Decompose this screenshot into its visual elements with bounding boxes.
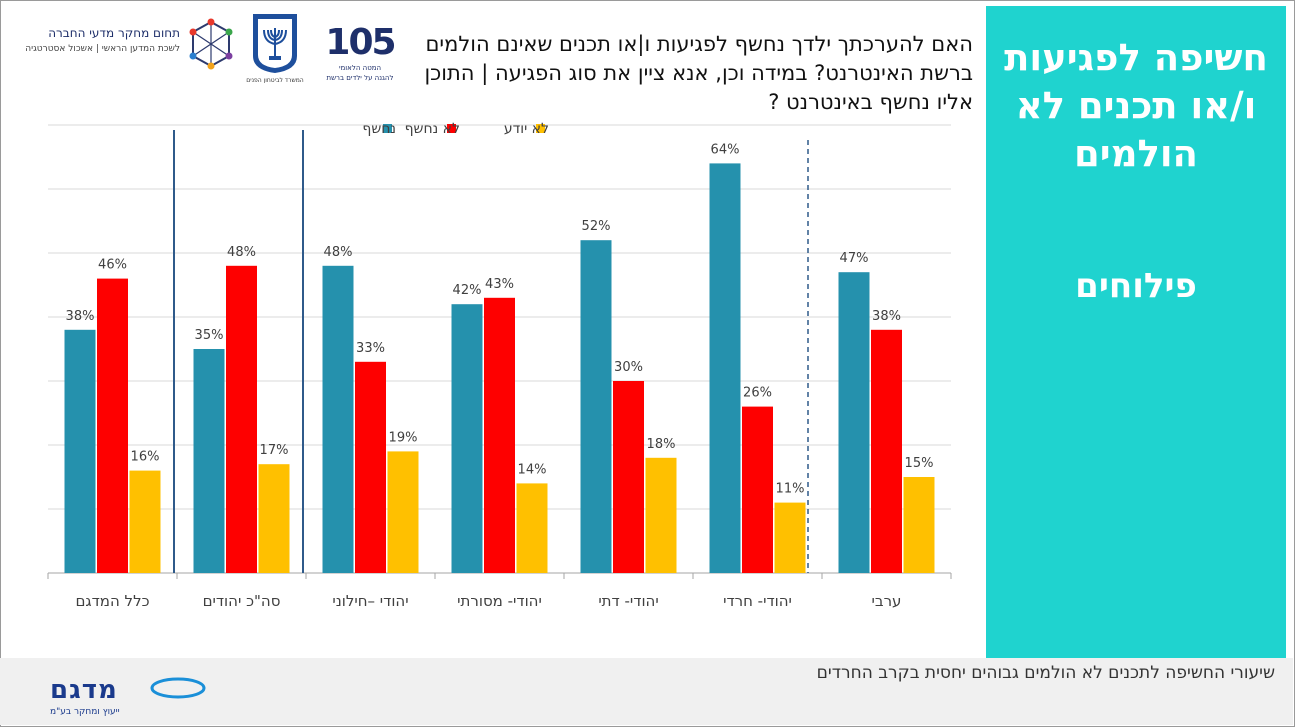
data-label: 42% xyxy=(453,283,482,298)
data-label: 33% xyxy=(356,341,385,356)
research-unit-sub: לשכת המדען הראשי | אשכול אסטרטגיה xyxy=(25,44,180,54)
bar xyxy=(903,477,935,573)
bar xyxy=(355,361,386,573)
bar-chart: 38% 46% 16% כלל המדגם 35% 48% 17% סה"כ יהודים 48… xyxy=(47,121,952,610)
madgam-logo-text: מדגם xyxy=(50,675,118,705)
bar xyxy=(838,272,870,573)
bar xyxy=(516,483,548,573)
bar xyxy=(742,406,773,573)
data-label: 17% xyxy=(260,443,289,458)
program-line1: המטה הלאומי xyxy=(338,64,382,72)
x-tick-label: יהודי –חילוני xyxy=(332,592,408,610)
x-tick-label: ערבי xyxy=(872,592,902,610)
research-unit-logo: תחום מחקר מדעי החברה לשכת המדען הראשי | … xyxy=(20,26,180,54)
bar xyxy=(580,240,612,573)
data-label: 15% xyxy=(905,456,934,471)
state-emblem-icon xyxy=(253,14,297,73)
survey-question: האם להערכתך ילדך נחשף לפגיעות ו|או תכנים… xyxy=(424,32,973,114)
data-label: 48% xyxy=(227,245,256,260)
program-105-logo: 105 המטה הלאומי להגנה על ילדים ברשת xyxy=(320,24,400,86)
bar xyxy=(97,278,128,573)
madgam-logo-icon: מדגם ייעוץ ומחקר בע"מ xyxy=(50,675,206,717)
legend-swatch xyxy=(447,124,456,133)
legend-swatch xyxy=(536,124,545,133)
legend-label: לא יודע xyxy=(504,121,549,137)
bar xyxy=(129,470,161,573)
data-label: 38% xyxy=(66,309,95,324)
data-label: 26% xyxy=(743,386,772,401)
data-label: 43% xyxy=(485,277,514,292)
x-tick-label: יהודי- דתי xyxy=(598,592,658,610)
research-unit-name: תחום מחקר מדעי החברה xyxy=(48,26,180,40)
data-label: 46% xyxy=(98,258,127,273)
footer-caption: שיעורי החשיפה לתכנים לא הולמים גבוהים יח… xyxy=(816,663,1275,683)
data-label: 52% xyxy=(582,219,611,234)
sidebar-subtitle: פילוחים xyxy=(1075,266,1197,306)
sidebar-title: חשיפה לפגיעות ו/או תכנים לא הולמים xyxy=(1004,36,1268,175)
legend-label: לא נחשף xyxy=(405,121,460,137)
data-label: 14% xyxy=(518,462,547,477)
x-tick-label: יהודי- מסורתי xyxy=(457,592,542,610)
network-logo-icon xyxy=(189,18,233,70)
x-tick-label: סה"כ יהודים xyxy=(203,592,281,610)
program-number: 105 xyxy=(325,22,396,63)
data-label: 16% xyxy=(131,450,160,465)
x-tick-label: כלל המדגם xyxy=(75,592,149,610)
bar xyxy=(645,457,677,573)
bar xyxy=(613,381,644,573)
bar xyxy=(709,163,741,573)
bar xyxy=(226,265,257,573)
data-label: 64% xyxy=(711,142,740,157)
bar xyxy=(387,451,419,573)
data-label: 11% xyxy=(776,482,805,497)
legend-label: נחשף xyxy=(362,121,396,137)
data-label: 19% xyxy=(389,430,418,445)
x-tick-label: יהודי- חרדי xyxy=(723,592,792,610)
program-line2: להגנה על ילדים ברשת xyxy=(326,74,394,82)
data-label: 35% xyxy=(195,328,224,343)
bar xyxy=(193,349,225,573)
bar xyxy=(774,502,806,573)
bar xyxy=(322,265,354,573)
data-label: 30% xyxy=(614,360,643,375)
data-label: 48% xyxy=(324,245,353,260)
data-label: 47% xyxy=(840,251,869,266)
legend-swatch xyxy=(383,124,392,133)
bar xyxy=(64,329,96,573)
footer-bar: שיעורי החשיפה לתכנים לא הולמים גבוהים יח… xyxy=(0,658,1293,725)
data-label: 18% xyxy=(647,437,676,452)
bar xyxy=(451,304,483,573)
bar xyxy=(258,464,290,573)
emblem-caption: המשרד לביטחון הפנים xyxy=(246,77,304,84)
bar xyxy=(484,297,515,573)
data-label: 38% xyxy=(872,309,901,324)
madgam-tagline: ייעוץ ומחקר בע"מ xyxy=(50,707,120,717)
sidebar-panel: חשיפה לפגיעות ו/או תכנים לא הולמים פילוח… xyxy=(986,6,1286,658)
bar xyxy=(871,329,902,573)
